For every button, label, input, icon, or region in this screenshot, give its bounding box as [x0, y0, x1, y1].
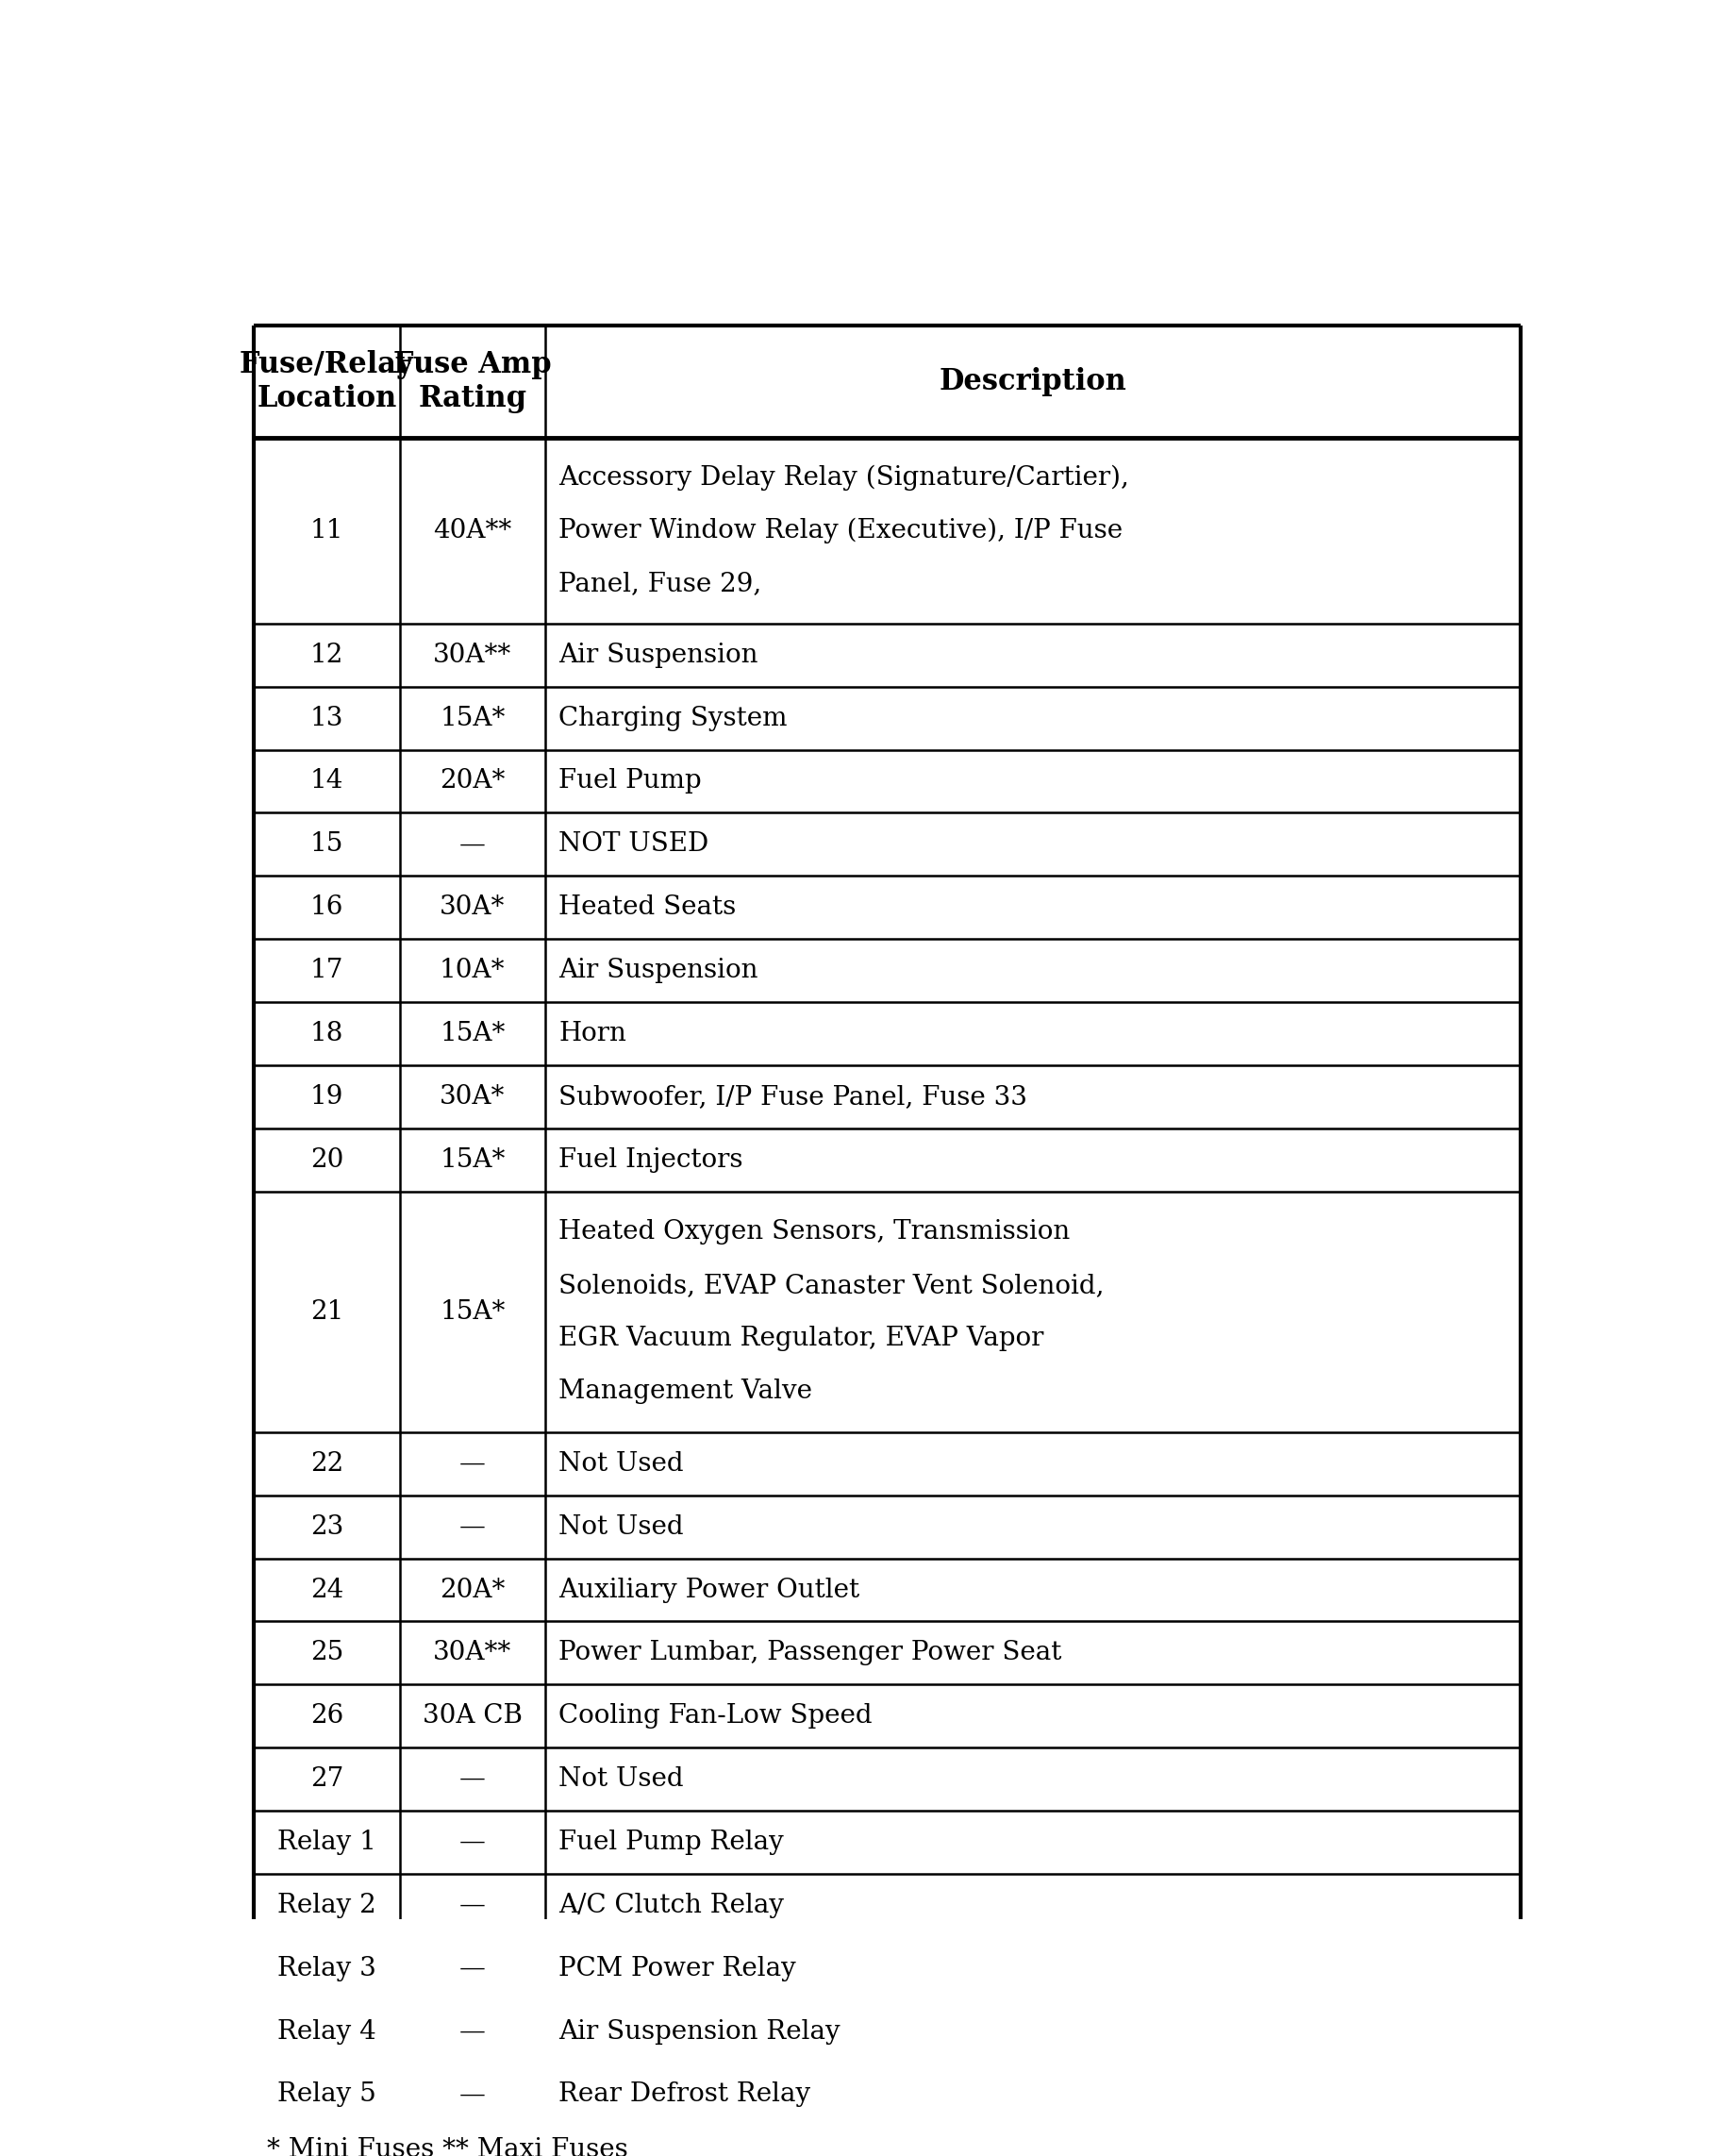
Text: Accessory Delay Relay (Signature/Cartier),: Accessory Delay Relay (Signature/Cartier… — [559, 466, 1129, 492]
Text: Horn: Horn — [559, 1020, 627, 1046]
Text: 15A*: 15A* — [440, 1300, 505, 1324]
Text: EGR Vacuum Regulator, EVAP Vapor: EGR Vacuum Regulator, EVAP Vapor — [559, 1326, 1044, 1352]
Text: 15A*: 15A* — [440, 1020, 505, 1046]
Text: 25: 25 — [310, 1641, 343, 1667]
Text: 11: 11 — [310, 517, 343, 543]
Text: A/C Clutch Relay: A/C Clutch Relay — [559, 1893, 784, 1919]
Text: Fuel Pump Relay: Fuel Pump Relay — [559, 1830, 784, 1854]
Text: —: — — [459, 1955, 485, 1981]
Text: Air Suspension: Air Suspension — [559, 642, 758, 668]
Text: 10A*: 10A* — [440, 957, 505, 983]
Text: 30A CB: 30A CB — [422, 1703, 523, 1729]
Text: 30A*: 30A* — [440, 895, 505, 921]
Text: 15A*: 15A* — [440, 705, 505, 731]
Text: 26: 26 — [310, 1703, 343, 1729]
Text: Rear Defrost Relay: Rear Defrost Relay — [559, 2083, 810, 2106]
Text: 30A**: 30A** — [433, 642, 512, 668]
Text: Fuel Pump: Fuel Pump — [559, 768, 701, 793]
Text: Not Used: Not Used — [559, 1766, 684, 1792]
Text: 24: 24 — [310, 1578, 343, 1602]
Text: Charging System: Charging System — [559, 705, 788, 731]
Text: —: — — [459, 1451, 485, 1477]
Text: —: — — [459, 1893, 485, 1919]
Text: 17: 17 — [310, 957, 343, 983]
Text: * Mini Fuses ** Maxi Fuses: * Mini Fuses ** Maxi Fuses — [267, 2137, 628, 2156]
Text: Air Suspension Relay: Air Suspension Relay — [559, 2018, 840, 2044]
Text: PCM Power Relay: PCM Power Relay — [559, 1955, 796, 1981]
Text: —: — — [459, 1766, 485, 1792]
Text: Not Used: Not Used — [559, 1451, 684, 1477]
Text: Panel, Fuse 29,: Panel, Fuse 29, — [559, 571, 762, 597]
Text: Fuel Injectors: Fuel Injectors — [559, 1147, 743, 1173]
Text: 15A*: 15A* — [440, 1147, 505, 1173]
Text: —: — — [459, 2083, 485, 2106]
Text: Subwoofer, I/P Fuse Panel, Fuse 33: Subwoofer, I/P Fuse Panel, Fuse 33 — [559, 1084, 1026, 1110]
Text: Relay 2: Relay 2 — [277, 1893, 376, 1919]
Text: 27: 27 — [310, 1766, 343, 1792]
Text: 20A*: 20A* — [440, 1578, 505, 1602]
Text: 23: 23 — [310, 1514, 343, 1539]
Text: Heated Oxygen Sensors, Transmission: Heated Oxygen Sensors, Transmission — [559, 1220, 1070, 1244]
Text: 22: 22 — [310, 1451, 343, 1477]
Text: Not Used: Not Used — [559, 1514, 684, 1539]
Text: Auxiliary Power Outlet: Auxiliary Power Outlet — [559, 1578, 860, 1602]
Text: —: — — [459, 2018, 485, 2044]
Text: 16: 16 — [310, 895, 343, 921]
Text: 15: 15 — [310, 832, 343, 858]
Text: Air Suspension: Air Suspension — [559, 957, 758, 983]
Text: Description: Description — [938, 367, 1127, 397]
Text: Relay 4: Relay 4 — [277, 2018, 376, 2044]
Text: 30A*: 30A* — [440, 1084, 505, 1110]
Text: NOT USED: NOT USED — [559, 832, 710, 858]
Text: Fuse Amp
Rating: Fuse Amp Rating — [393, 349, 552, 414]
Text: 14: 14 — [310, 768, 343, 793]
Text: 20: 20 — [310, 1147, 343, 1173]
Text: Relay 5: Relay 5 — [277, 2083, 376, 2106]
Text: —: — — [459, 1514, 485, 1539]
Text: Power Window Relay (Executive), I/P Fuse: Power Window Relay (Executive), I/P Fuse — [559, 517, 1123, 543]
Text: Heated Seats: Heated Seats — [559, 895, 736, 921]
Text: —: — — [459, 832, 485, 858]
Text: 19: 19 — [310, 1084, 343, 1110]
Text: 40A**: 40A** — [433, 517, 512, 543]
Text: Solenoids, EVAP Canaster Vent Solenoid,: Solenoids, EVAP Canaster Vent Solenoid, — [559, 1272, 1104, 1298]
Text: Relay 1: Relay 1 — [277, 1830, 376, 1854]
Text: —: — — [459, 1830, 485, 1854]
Text: 20A*: 20A* — [440, 768, 505, 793]
Text: Fuse/Relay
Location: Fuse/Relay Location — [239, 349, 414, 414]
Text: 12: 12 — [310, 642, 343, 668]
Text: 13: 13 — [310, 705, 343, 731]
Text: Cooling Fan-Low Speed: Cooling Fan-Low Speed — [559, 1703, 872, 1729]
Text: Relay 3: Relay 3 — [277, 1955, 376, 1981]
Text: Power Lumbar, Passenger Power Seat: Power Lumbar, Passenger Power Seat — [559, 1641, 1061, 1667]
Text: 21: 21 — [310, 1300, 343, 1324]
Text: 18: 18 — [310, 1020, 343, 1046]
Text: 30A**: 30A** — [433, 1641, 512, 1667]
Text: Management Valve: Management Valve — [559, 1378, 812, 1404]
